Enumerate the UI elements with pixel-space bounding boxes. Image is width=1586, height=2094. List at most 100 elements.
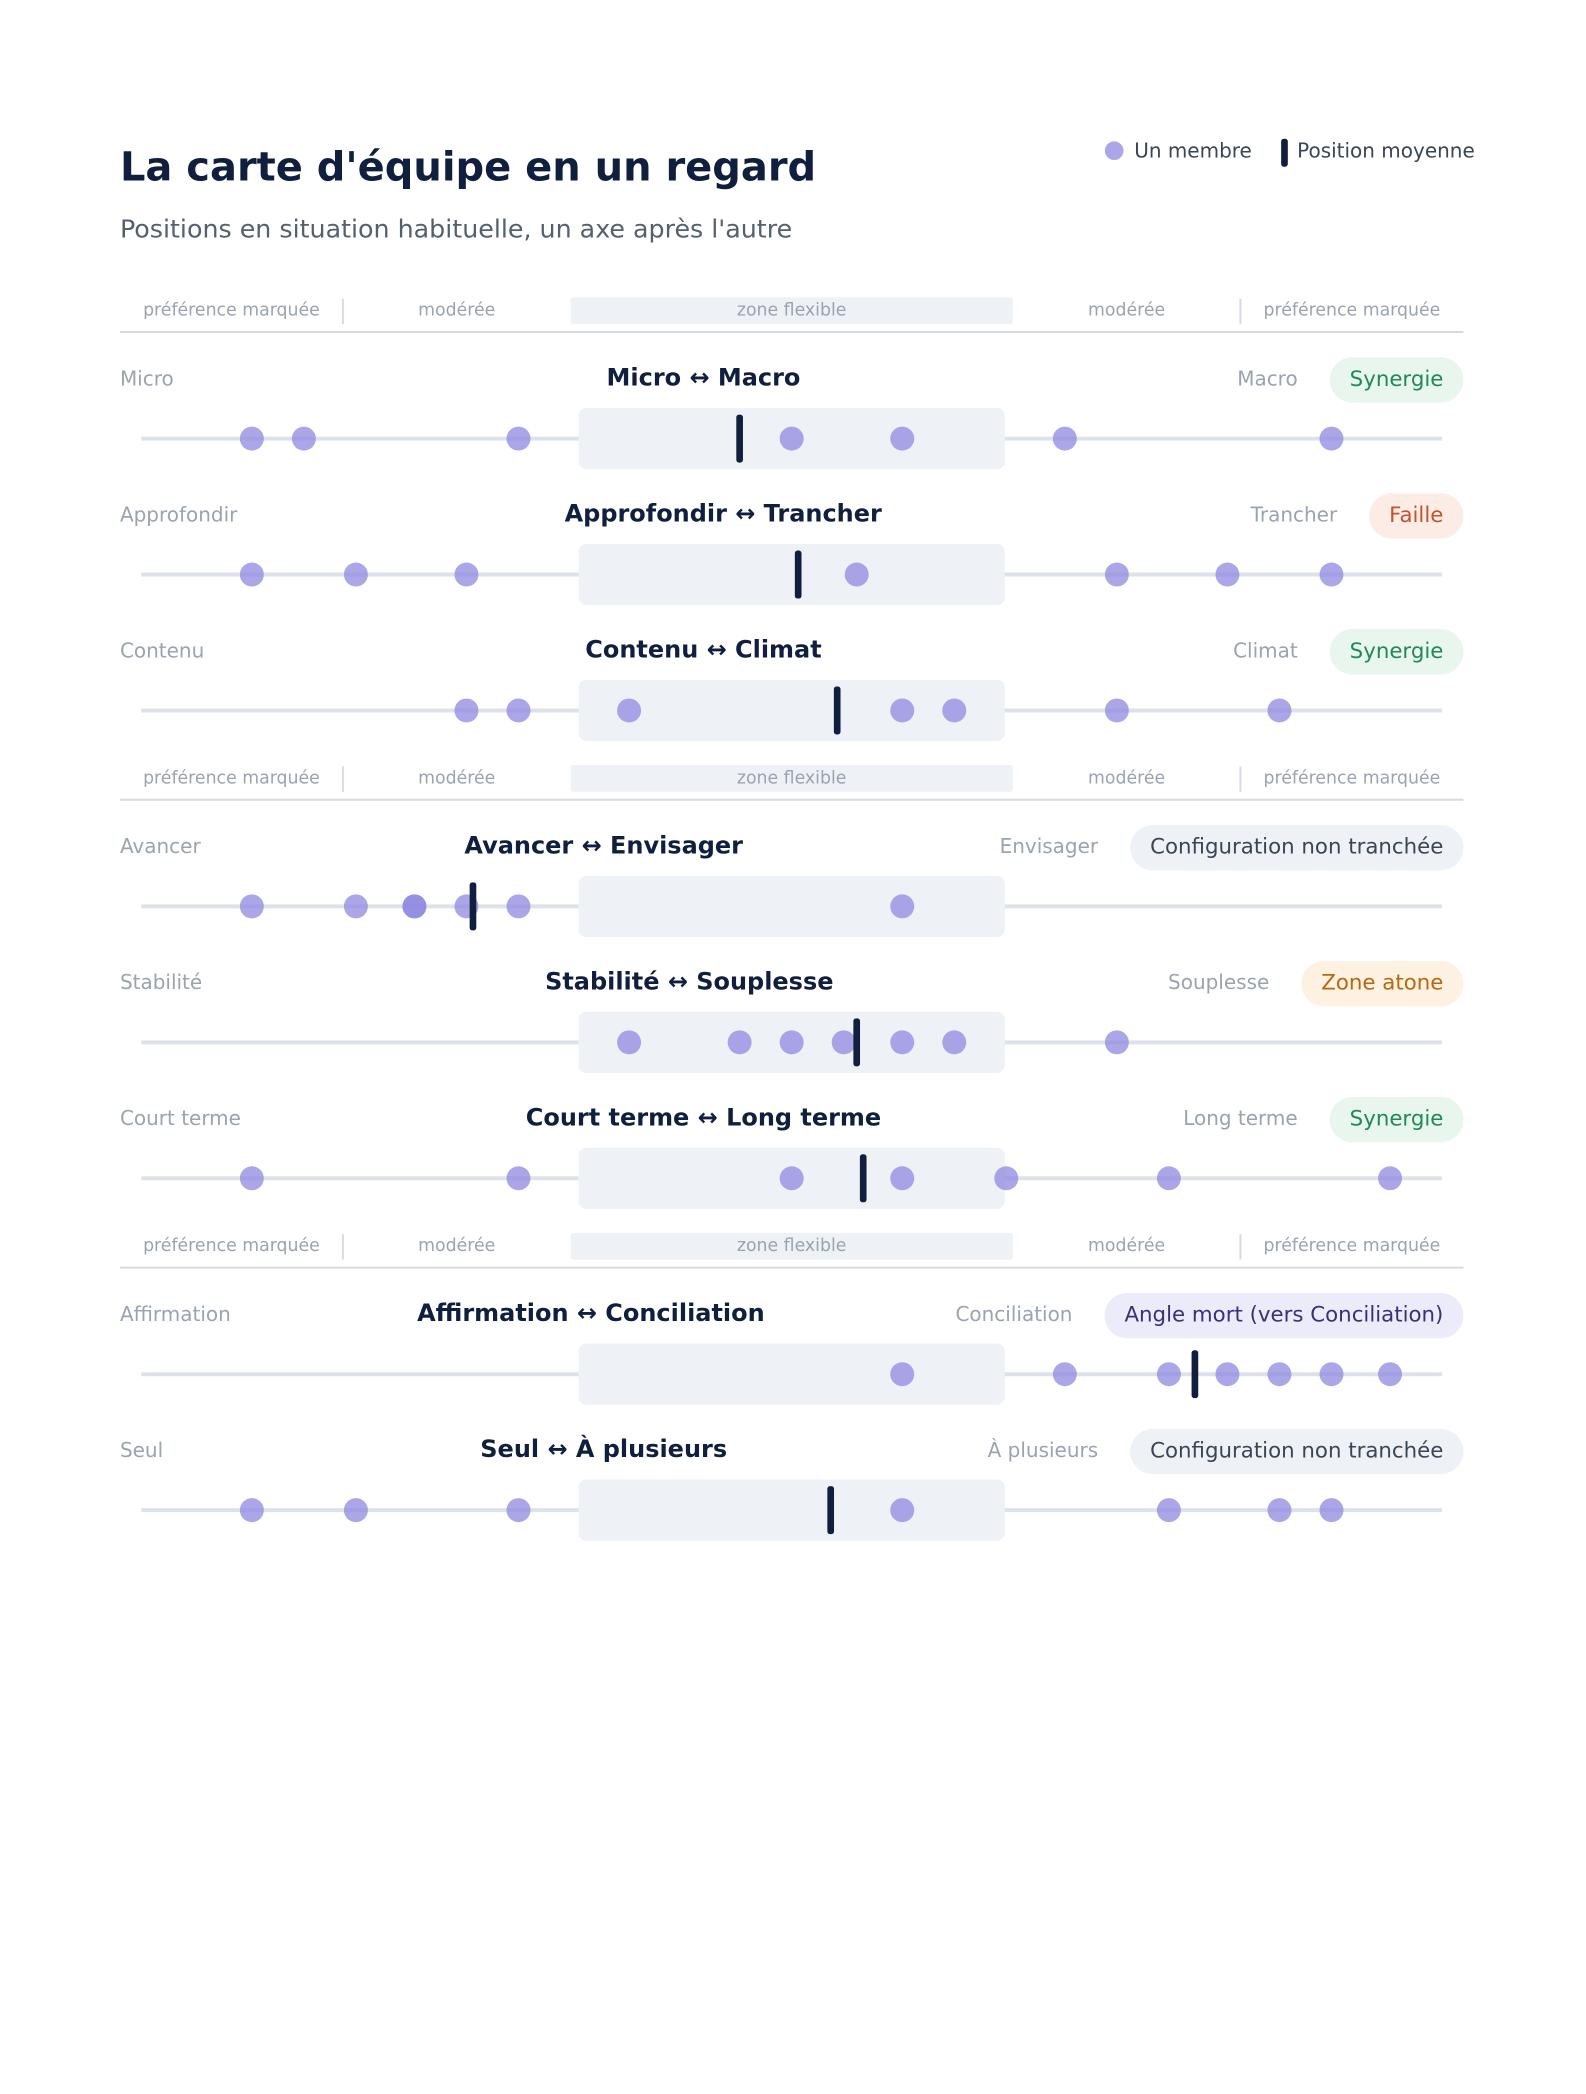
zone-label: préférence marquée: [143, 768, 320, 788]
member-dot: [1267, 1498, 1292, 1523]
right-label: Climat: [1233, 638, 1298, 662]
member-dot: [1156, 1362, 1181, 1387]
right-label: Conciliation: [955, 1302, 1072, 1326]
member-dot: [1319, 1362, 1344, 1387]
member-dot: [779, 1166, 804, 1191]
member-dot: [890, 426, 915, 451]
legend-label: Position moyenne: [1297, 139, 1475, 163]
member-dot: [1052, 1362, 1077, 1387]
left-label: Stabilité: [120, 970, 202, 994]
member-dot: [1215, 1362, 1240, 1387]
axis-title: Approfondir ↔ Trancher: [565, 500, 882, 528]
member-dot: [239, 562, 264, 587]
axis-title: Avancer ↔ Envisager: [464, 831, 743, 859]
member-dot: [343, 894, 368, 919]
member-dot: [890, 1362, 915, 1387]
member-dot: [890, 698, 915, 723]
badge-label: Zone atone: [1321, 971, 1443, 996]
member-dot: [506, 894, 531, 919]
member-dot: [239, 426, 264, 451]
member-dot: [291, 426, 316, 451]
mean-marker: [736, 414, 743, 463]
flexible-zone: [570, 765, 1013, 792]
member-dot: [779, 1030, 804, 1055]
mean-marker: [853, 1018, 861, 1067]
right-label: À plusieurs: [988, 1438, 1098, 1462]
member-dot: [1319, 562, 1344, 587]
member-dot: [1267, 1362, 1292, 1387]
member-dot: [1104, 698, 1129, 723]
zone-label: préférence marquée: [143, 301, 320, 321]
left-label: Seul: [120, 1438, 163, 1462]
zone-label: modérée: [1088, 1236, 1165, 1256]
badge-label: Faille: [1389, 503, 1443, 528]
axis-title: Stabilité ↔ Souplesse: [545, 967, 833, 995]
member-dot: [890, 1030, 915, 1055]
member-dot: [1215, 562, 1240, 587]
left-label: Micro: [120, 366, 174, 390]
member-dot: [239, 1498, 264, 1523]
member-dot: [239, 894, 264, 919]
flexible-zone: [570, 297, 1013, 324]
badge-label: Synergie: [1350, 639, 1444, 664]
mean-marker: [469, 882, 477, 931]
chart-subtitle: Positions en situation habituelle, un ax…: [120, 214, 792, 244]
left-label: Avancer: [120, 834, 202, 858]
zone-label: modérée: [418, 768, 495, 788]
member-dot: [890, 1166, 915, 1191]
badge: [1329, 357, 1464, 403]
badge-label: Angle mort (vers Conciliation): [1124, 1303, 1443, 1328]
badge: [1130, 1428, 1464, 1475]
zone-label: modérée: [418, 301, 495, 321]
member-dot: [1156, 1166, 1181, 1191]
zone-label: modérée: [1088, 301, 1165, 321]
badge-label: Synergie: [1350, 367, 1444, 392]
member-dot: [239, 1166, 264, 1191]
right-label: Long terme: [1183, 1106, 1297, 1130]
axis-title: Micro ↔ Macro: [607, 364, 801, 392]
badge-label: Configuration non tranchée: [1150, 835, 1443, 860]
axis-title: Court terme ↔ Long terme: [526, 1103, 881, 1131]
flexible-band: [578, 875, 1005, 938]
legend-label: Un membre: [1134, 139, 1252, 163]
member-dot: [1104, 1030, 1129, 1055]
member-dot: [506, 1166, 531, 1191]
mean-marker: [827, 1486, 835, 1535]
mean-marker: [833, 686, 841, 735]
mean-marker: [859, 1154, 867, 1203]
right-label: Souplesse: [1168, 970, 1269, 994]
member-dot: [890, 894, 915, 919]
badge: [1329, 629, 1464, 675]
badge: [1301, 961, 1464, 1007]
flexible-band: [578, 1343, 1005, 1405]
member-dot: [617, 1030, 642, 1055]
member-dot: [844, 562, 869, 587]
zone-label: modérée: [1088, 768, 1165, 788]
zone-label: zone flexible: [737, 768, 847, 788]
member-dot: [942, 1030, 967, 1055]
badge: [1130, 825, 1464, 871]
mean-marker: [1191, 1350, 1199, 1399]
zone-label: préférence marquée: [1264, 768, 1441, 788]
member-dot: [343, 562, 368, 587]
mean-marker: [794, 550, 802, 599]
left-label: Court terme: [120, 1106, 241, 1130]
axis-title: Seul ↔ À plusieurs: [480, 1434, 727, 1463]
member-dot: [506, 698, 531, 723]
badge: [1104, 1292, 1464, 1339]
axis-title: Contenu ↔ Climat: [585, 635, 821, 663]
badge: [1369, 493, 1464, 539]
chart-title: La carte d'équipe en un regard: [120, 144, 816, 190]
zone-label: zone flexible: [737, 1236, 847, 1256]
member-dot: [994, 1166, 1019, 1191]
member-dot: [617, 698, 642, 723]
member-dot: [779, 426, 804, 451]
member-dot: [1104, 562, 1129, 587]
zone-label: modérée: [418, 1236, 495, 1256]
member-dot: [1267, 698, 1292, 723]
member-dot: [727, 1030, 752, 1055]
member-dot: [1378, 1166, 1403, 1191]
left-label: Affirmation: [120, 1302, 231, 1326]
